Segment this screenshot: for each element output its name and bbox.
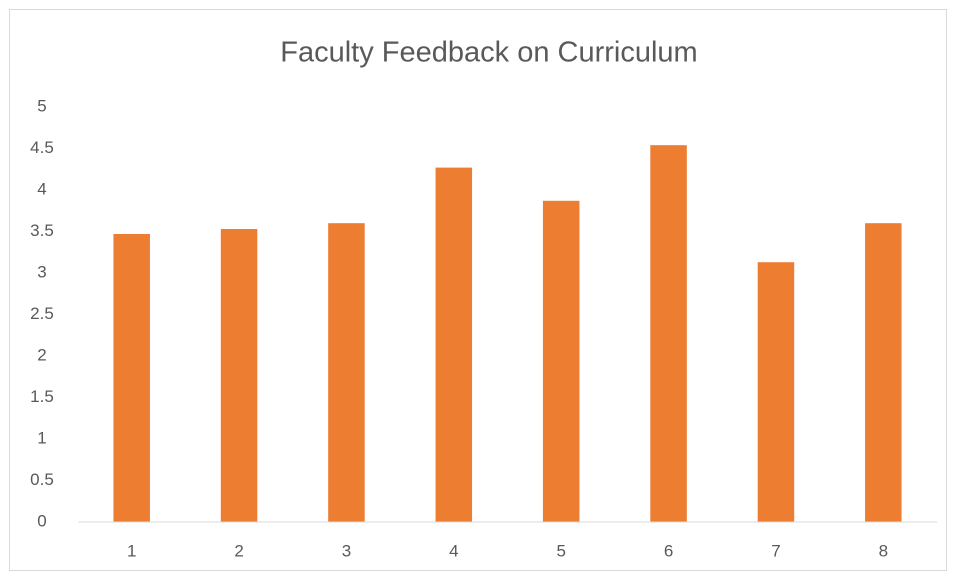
bar <box>650 145 687 522</box>
y-tick-label: 2.5 <box>30 304 54 323</box>
bar <box>328 223 365 522</box>
x-tick-label: 2 <box>234 541 243 560</box>
chart-title: Faculty Feedback on Curriculum <box>280 37 697 69</box>
y-tick-label: 2 <box>37 345 46 364</box>
x-tick-label: 8 <box>879 541 888 560</box>
bar <box>757 262 795 522</box>
y-tick-label: 3 <box>37 262 46 281</box>
y-tick-label: 0.5 <box>30 470 54 489</box>
bar <box>220 229 258 522</box>
y-tick-label: 0 <box>37 511 46 530</box>
y-tick-label: 4.5 <box>30 138 54 157</box>
x-tick-label: 4 <box>449 541 458 560</box>
x-tick-label: 7 <box>771 541 780 560</box>
bar <box>542 200 580 523</box>
x-tick-label: 1 <box>127 541 136 560</box>
x-tick-label: 3 <box>342 541 351 560</box>
chart-frame <box>9 9 947 571</box>
x-tick-label: 6 <box>664 541 673 560</box>
y-tick-label: 4 <box>37 179 46 198</box>
x-tick-label: 5 <box>556 541 565 560</box>
y-tick-label: 5 <box>37 96 46 115</box>
bar <box>435 167 473 522</box>
bar <box>865 223 902 522</box>
bar <box>113 233 150 523</box>
y-tick-label: 1 <box>37 428 46 447</box>
y-tick-label: 3.5 <box>30 221 54 240</box>
y-tick-label: 1.5 <box>30 387 54 406</box>
